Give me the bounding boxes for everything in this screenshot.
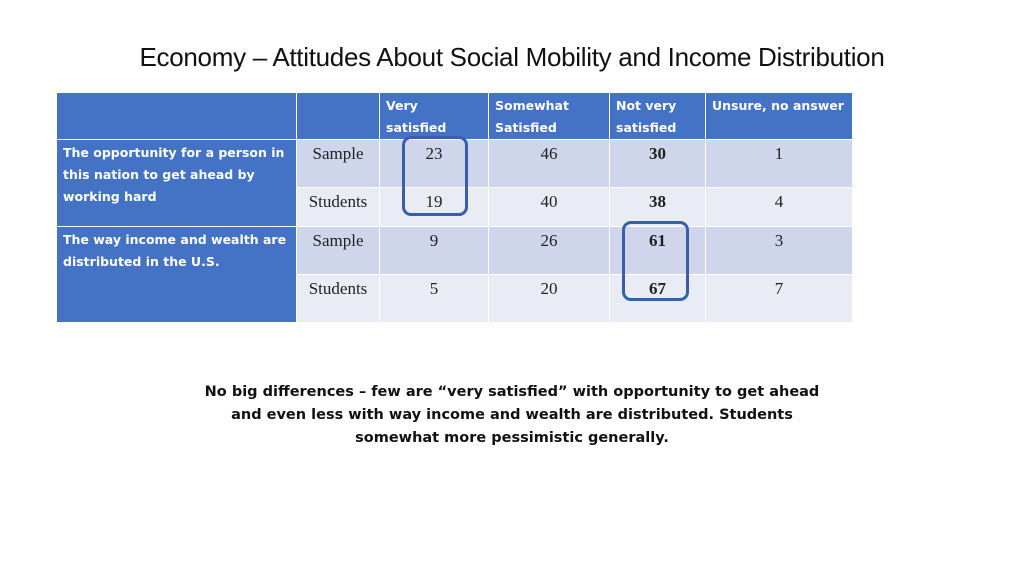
value-cell: 1 xyxy=(705,139,853,188)
group-label: Sample xyxy=(296,226,380,275)
header-blank-group xyxy=(296,92,380,140)
value-cell: 5 xyxy=(379,274,489,323)
header-unsure: Unsure, no answer xyxy=(705,92,853,140)
table-header-row: Very satisfied Somewhat Satisfied Not ve… xyxy=(56,92,853,140)
header-not-very-satisfied: Not very satisfied xyxy=(609,92,706,140)
highlight-very-satisfied-opportunity xyxy=(402,136,468,216)
value-cell: 7 xyxy=(705,274,853,323)
question-opportunity: The opportunity for a person in this nat… xyxy=(56,139,297,227)
survey-table: Very satisfied Somewhat Satisfied Not ve… xyxy=(56,92,853,323)
group-label: Students xyxy=(296,187,380,227)
value-cell: 30 xyxy=(609,139,706,188)
value-cell: 61 xyxy=(609,226,706,275)
header-blank-question xyxy=(56,92,297,140)
table-row: The way income and wealth are distribute… xyxy=(56,226,853,323)
table-row: The opportunity for a person in this nat… xyxy=(56,139,853,227)
value-cell: 3 xyxy=(705,226,853,275)
value-cell: 26 xyxy=(488,226,610,275)
slide-title: Economy – Attitudes About Social Mobilit… xyxy=(139,42,885,72)
value-cell: 19 xyxy=(379,187,489,227)
header-somewhat-satisfied: Somewhat Satisfied xyxy=(488,92,610,140)
value-cell: 23 xyxy=(379,139,489,188)
table-row: Students 19 40 38 4 xyxy=(57,187,853,227)
value-cell: 40 xyxy=(488,187,610,227)
value-cell: 46 xyxy=(488,139,610,188)
value-cell: 9 xyxy=(379,226,489,275)
header-very-satisfied: Very satisfied xyxy=(379,92,489,140)
table-row: Students 5 20 67 7 xyxy=(57,274,853,323)
question-income-distribution: The way income and wealth are distribute… xyxy=(56,226,297,323)
value-cell: 20 xyxy=(488,274,610,323)
highlight-not-very-satisfied-income xyxy=(622,221,689,301)
group-label: Sample xyxy=(296,139,380,188)
group-label: Students xyxy=(296,274,380,323)
slide-note: No big differences – few are “very satis… xyxy=(204,384,820,446)
value-cell: 4 xyxy=(705,187,853,227)
